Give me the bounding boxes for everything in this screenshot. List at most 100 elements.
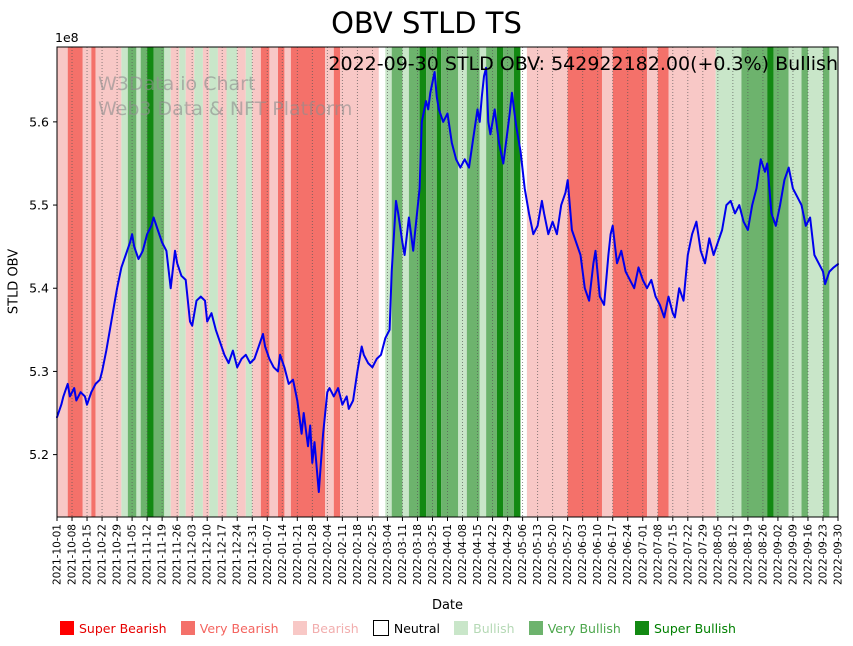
x-tick-label: 2022-07-29 <box>697 524 709 585</box>
sentiment-band-very_bearish <box>657 47 669 517</box>
legend-item-super-bearish: Super Bearish <box>60 621 167 636</box>
x-tick-label: 2022-09-09 <box>787 524 799 585</box>
sentiment-band-super_bullish <box>496 47 504 517</box>
sentiment-band-bearish <box>170 47 180 517</box>
legend-item-bearish: Bearish <box>292 621 359 636</box>
x-tick-label: 2021-12-10 <box>202 524 214 585</box>
y-tick-label: 5.4 <box>29 281 49 296</box>
legend-label: Very Bullish <box>547 620 621 636</box>
legend-swatch-icon <box>635 621 649 635</box>
y-tick-label: 5.6 <box>29 114 49 129</box>
y-tick-label: 5.2 <box>29 447 49 462</box>
y-axis-label: STLD OBV <box>6 248 22 315</box>
legend: Super Bearish Very Bearish Bearish Neutral B… <box>60 620 736 636</box>
x-tick-label: 2022-08-12 <box>727 524 739 585</box>
sentiment-band-bearish <box>325 47 334 517</box>
sentiment-band-bullish <box>402 47 409 517</box>
sentiment-band-bullish <box>829 47 838 517</box>
sentiment-band-bearish <box>185 47 195 517</box>
sentiment-band-very_bullish <box>441 47 459 517</box>
sentiment-band-bearish <box>57 47 68 517</box>
x-tick-label: 2022-05-20 <box>547 524 559 585</box>
x-tick-label: 2022-07-08 <box>652 524 664 585</box>
x-tick-label: 2022-04-01 <box>442 524 454 585</box>
sentiment-band-bullish <box>194 47 203 517</box>
sentiment-band-bearish <box>252 47 261 517</box>
sentiment-band-super_bullish <box>767 47 774 517</box>
x-tick-label: 2022-02-11 <box>337 524 349 585</box>
sentiment-band-very_bullish <box>486 47 497 517</box>
legend-label: Super Bearish <box>79 620 167 636</box>
x-tick-label: 2022-01-07 <box>262 524 274 585</box>
chart-title: OBV STLD TS <box>331 6 522 40</box>
plot-border <box>56 46 839 518</box>
sentiment-band-very_bullish <box>426 47 437 517</box>
x-tick-label: 2022-09-30 <box>833 524 845 585</box>
x-tick-label: 2022-05-27 <box>562 524 574 585</box>
x-tick-label: 2022-04-29 <box>502 524 514 585</box>
sentiment-band-very_bearish <box>67 47 83 517</box>
sentiment-band-super_bullish <box>436 47 442 517</box>
x-tick-label: 2021-11-26 <box>172 524 184 585</box>
sentiment-band-neutral <box>520 47 527 517</box>
sentiment-band-very_bullish <box>503 47 515 517</box>
x-tick-label: 2021-11-12 <box>142 524 154 585</box>
latest-value-annotation: 2022-09-30 STLD OBV: 542922182.00(+0.3%)… <box>328 53 838 75</box>
x-tick-label: 2021-12-31 <box>247 524 259 585</box>
legend-label: Super Bullish <box>654 620 736 636</box>
x-tick-label: 2022-04-15 <box>472 524 484 585</box>
legend-label: Neutral <box>393 620 440 636</box>
x-tick-label: 2021-10-22 <box>97 524 109 585</box>
x-tick-label: 2021-10-29 <box>112 524 124 585</box>
x-tick-label: 2022-03-04 <box>382 524 394 585</box>
x-tick-label: 2022-09-16 <box>802 524 814 585</box>
x-tick-label: 2022-02-04 <box>322 524 334 585</box>
x-tick-label: 2022-05-13 <box>532 524 544 585</box>
sentiment-band-very_bearish <box>333 47 341 517</box>
watermark-line1: W3Data.io Chart <box>98 73 256 95</box>
sentiment-band-super_bullish <box>419 47 427 517</box>
y-axis-offset-label: 1e8 <box>55 30 79 45</box>
x-tick-label: 2022-05-06 <box>517 524 529 585</box>
sentiment-band-very_bullish <box>391 47 403 517</box>
y-tick-labels: 5.2 5.3 5.4 5.5 5.6 <box>29 114 49 462</box>
sentiment-band-bullish <box>121 47 128 517</box>
sentiment-band-bearish <box>284 47 291 517</box>
x-tick-label: 2022-01-21 <box>292 524 304 585</box>
x-tick-label: 2022-06-10 <box>592 524 604 585</box>
sentiment-band-bullish <box>136 47 141 517</box>
watermark: W3Data.io Chart Web3 Data & NFT Platform <box>98 72 352 122</box>
sentiment-band-super_bullish <box>147 47 154 517</box>
sentiment-band-very_bullish <box>773 47 789 517</box>
sentiment-band-bearish <box>202 47 210 517</box>
sentiment-band-bearish <box>526 47 568 517</box>
x-tick-label: 2022-06-24 <box>622 524 634 585</box>
gridlines <box>56 47 839 517</box>
x-tick-label: 2022-01-14 <box>277 524 289 585</box>
x-tick-label: 2021-12-17 <box>217 524 229 585</box>
legend-item-bullish: Bullish <box>454 621 515 636</box>
sentiment-band-very_bearish <box>260 47 270 517</box>
sentiment-band-bearish <box>237 47 246 517</box>
legend-swatch-icon <box>292 621 307 635</box>
x-tick-label: 2021-10-01 <box>52 524 64 585</box>
legend-label: Very Bearish <box>199 620 279 636</box>
x-tick-label: 2022-02-25 <box>367 524 379 585</box>
x-tick-labels: 2021-10-01 2021-10-08 2021-10-15 2021-10-22… <box>52 524 845 585</box>
x-tick-label: 2021-11-19 <box>157 524 169 585</box>
sentiment-band-bullish <box>209 47 218 517</box>
x-tick-label: 2022-06-03 <box>577 524 589 585</box>
x-tick-label: 2022-09-23 <box>817 524 829 585</box>
sentiment-band-very_bearish <box>277 47 285 517</box>
x-tick-label: 2022-08-19 <box>742 524 754 585</box>
sentiment-band-bullish <box>807 47 823 517</box>
x-tick-label: 2022-06-17 <box>607 524 619 585</box>
x-tick-label: 2022-07-22 <box>682 524 694 585</box>
y-tick-label: 5.3 <box>29 364 49 379</box>
sentiment-band-bullish <box>164 47 171 517</box>
x-tick-label: 2021-10-08 <box>67 524 79 585</box>
sentiment-band-very_bullish <box>153 47 165 517</box>
legend-swatch-icon <box>528 621 543 635</box>
